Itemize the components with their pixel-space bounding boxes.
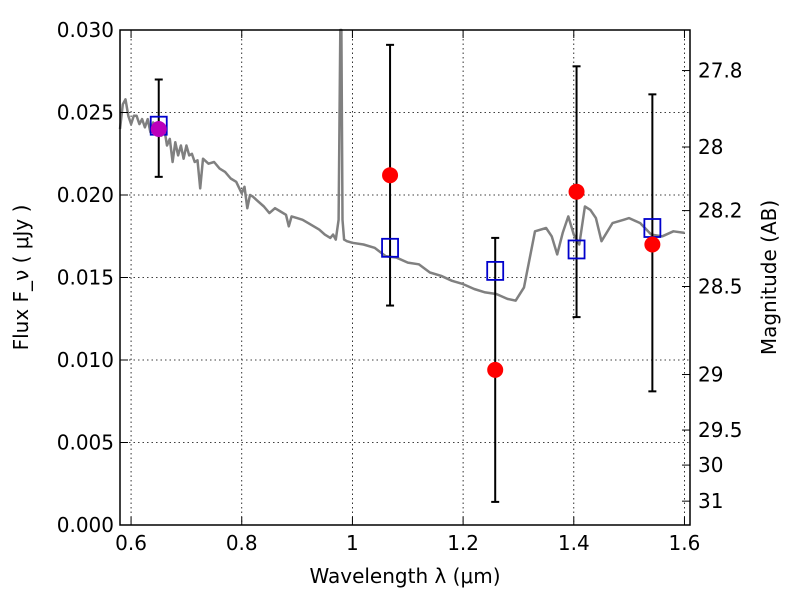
y-tick-labels: 0.000 0.005 0.010 0.015 0.020 0.025 0.030 [57, 18, 114, 537]
x-tick-label: 1 [346, 531, 359, 555]
x-tick-labels: 0.6 0.8 1 1.2 1.4 1.6 [115, 531, 700, 555]
x-axis-label: Wavelength λ (μm) [309, 564, 500, 588]
x-tick-label: 0.6 [115, 531, 147, 555]
grid-lines [120, 29, 690, 526]
right-tick-label: 28.2 [698, 199, 743, 223]
y-axis-label-left: Flux F_ν ( μJy ) [9, 205, 33, 351]
observed-point [382, 167, 399, 184]
x-tick-label: 0.8 [226, 531, 258, 555]
model-point [486, 260, 505, 281]
x-tick-label: 1.6 [669, 531, 701, 555]
y-tick-label: 0.005 [57, 431, 114, 455]
y-tick-label: 0.025 [57, 101, 114, 125]
observed-point [150, 121, 167, 137]
right-tick-label: 30 [698, 453, 723, 477]
model-point [381, 237, 399, 258]
observed-point [487, 361, 504, 378]
right-tick-label: 28.5 [698, 275, 743, 299]
y-tick-label: 0.010 [57, 348, 114, 372]
axis-ticks [120, 29, 690, 526]
y-tick-label: 0.015 [57, 266, 114, 290]
y-tick-label: 0.030 [57, 18, 114, 42]
spectrum-line [118, 28, 685, 302]
right-tick-label: 29 [698, 363, 723, 387]
right-tick-label: 28 [698, 135, 723, 159]
observed-series [150, 121, 661, 378]
y-tick-label: 0.000 [57, 513, 114, 537]
right-tick-label: 31 [698, 489, 723, 513]
observed-point [568, 183, 585, 200]
right-tick-labels: 27.8 28 28.2 28.5 29 29.5 30 31 [698, 59, 743, 514]
x-tick-label: 1.2 [447, 531, 479, 555]
right-tick-label: 29.5 [698, 418, 743, 442]
y-axis-label-right: Magnitude (AB) [757, 200, 781, 355]
y-tick-label: 0.020 [57, 183, 114, 207]
errorbars [154, 43, 657, 503]
x-tick-label: 1.4 [558, 531, 590, 555]
model-point [567, 239, 586, 260]
spectrum-series [118, 28, 685, 302]
observed-point [644, 236, 661, 253]
right-tick-label: 27.8 [698, 59, 743, 83]
model-series [149, 115, 662, 281]
